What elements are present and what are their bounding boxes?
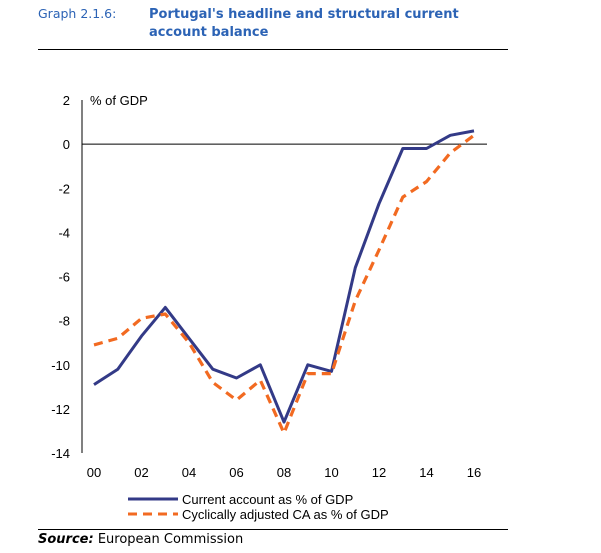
graph-title: Portugal's headline and structural curre… xyxy=(149,7,459,40)
source-rule xyxy=(38,529,508,530)
source-text: European Commission xyxy=(97,532,244,547)
x-tick-label: 00 xyxy=(87,465,101,480)
source-label: Source: xyxy=(38,532,94,547)
graph-header: Graph 2.1.6: Portugal's headline and str… xyxy=(38,6,508,42)
chart-series xyxy=(93,129,475,435)
y-tick-label: -6 xyxy=(58,270,70,285)
x-tick-label: 10 xyxy=(324,465,338,480)
legend-label: Cyclically adjusted CA as % of GDP xyxy=(182,507,389,522)
header-rule xyxy=(38,49,508,50)
y-tick-label: 2 xyxy=(63,93,70,108)
x-tick-label: 12 xyxy=(372,465,386,480)
chart-ticks: 2 0 -2 -4 -6 -8 -10 -12 -14 00 02 04 06 08 10 12 14 16 xyxy=(51,93,481,480)
x-tick-label: 02 xyxy=(134,465,148,480)
series-line-current-account xyxy=(93,129,475,424)
y-axis-label: % of GDP xyxy=(90,93,148,108)
chart-axes: % of GDP xyxy=(81,93,487,453)
x-tick-label: 06 xyxy=(229,465,243,480)
y-tick-label: -12 xyxy=(51,402,70,417)
legend-label: Current account as % of GDP xyxy=(182,492,353,507)
y-tick-label: -10 xyxy=(51,358,70,373)
y-tick-label: -14 xyxy=(51,446,70,461)
y-tick-label: -4 xyxy=(58,225,70,240)
x-tick-label: 08 xyxy=(277,465,291,480)
y-tick-label: -8 xyxy=(58,314,70,329)
x-tick-label: 16 xyxy=(467,465,481,480)
y-tick-label: 0 xyxy=(63,137,70,152)
y-tick-label: -2 xyxy=(58,181,70,196)
series-line-cyclically-adjusted xyxy=(93,134,475,435)
x-tick-label: 04 xyxy=(182,465,196,480)
graph-number-label: Graph 2.1.6: xyxy=(38,6,117,21)
source-note: Source: European Commission xyxy=(38,532,243,547)
x-tick-label: 14 xyxy=(419,465,433,480)
